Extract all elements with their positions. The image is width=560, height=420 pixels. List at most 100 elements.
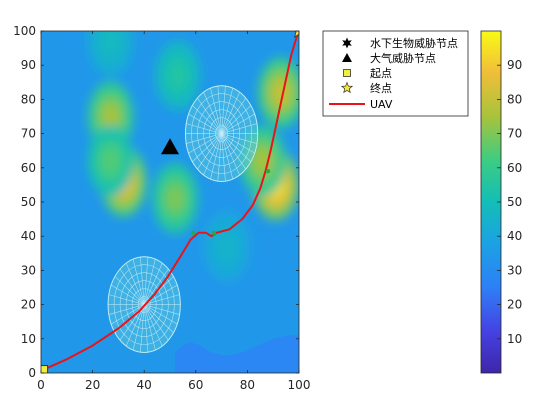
y-tick-label: 90 <box>21 58 36 72</box>
legend-item-0: 水下生物威胁节点 <box>342 36 458 50</box>
x-tick-label: 80 <box>240 378 255 392</box>
y-tick-label: 30 <box>21 263 36 277</box>
y-tick-label: 0 <box>28 366 36 380</box>
threat-zone-spoke <box>143 263 163 305</box>
threat-zone-spoke <box>221 133 226 182</box>
threat-zone-spoke <box>143 304 149 353</box>
heat-peak-3-layer-3 <box>167 187 183 210</box>
legend-underwater-symbol <box>342 37 352 49</box>
threat-zone-spoke <box>221 133 255 154</box>
threat-zone-spoke <box>221 133 234 180</box>
threat-zone-spoke <box>203 92 222 134</box>
threat-zone-spoke <box>192 133 222 162</box>
legend-item-2: 起点 <box>343 67 392 80</box>
colorbar-tick-label: 80 <box>507 92 522 106</box>
uav-waypoint-0 <box>191 230 196 235</box>
heat-peak-4-layer-3 <box>170 64 185 87</box>
legend-label: 大气威胁节点 <box>370 51 436 65</box>
legend-label: 终点 <box>370 81 392 95</box>
threat-zone-spoke <box>186 133 222 144</box>
threat-zone-spoke <box>221 105 252 134</box>
threat-zone-spoke <box>221 92 240 134</box>
threat-zone-spoke <box>143 304 163 347</box>
threat-zone-spoke <box>143 304 174 333</box>
x-tick-label: 60 <box>188 378 203 392</box>
low-threat-region <box>175 335 299 373</box>
threat-zone-spoke <box>125 304 145 347</box>
end-marker <box>293 31 299 39</box>
x-tick-label: 0 <box>37 378 45 392</box>
threat-zone-spoke <box>221 113 255 134</box>
colorbar-tick-labels: 10 20 30 40 50 60 70 80 90 <box>497 58 522 346</box>
legend-label: UAV <box>370 98 393 111</box>
threat-zone-spoke <box>217 133 222 182</box>
air-threat-marker-0 <box>161 138 179 155</box>
y-tick-label: 50 <box>21 195 36 209</box>
y-tick-label: 70 <box>21 127 36 141</box>
y-tick-label: 60 <box>21 161 36 175</box>
x-tick-label: 100 <box>288 378 311 392</box>
heat-peak-2-layer-3 <box>103 149 118 172</box>
colorbar-tick-label: 90 <box>507 58 522 72</box>
threat-zone-spoke <box>114 276 145 305</box>
threat-zone-spoke <box>210 133 222 180</box>
heat-peak-0-layer-3 <box>103 105 118 128</box>
y-tick-label: 40 <box>21 229 36 243</box>
y-tick-labels: 0 10 20 30 40 50 60 70 80 90 100 <box>13 24 36 380</box>
colorbar-tick-label: 50 <box>507 195 522 209</box>
threat-zone-spoke <box>221 97 247 134</box>
threat-zone-spoke <box>210 87 222 134</box>
colorbar: 10 20 30 40 50 60 70 80 90 <box>480 30 522 374</box>
x-tick-labels: 0 20 40 60 80 100 <box>37 378 310 392</box>
colorbar-tick-label: 40 <box>507 229 522 243</box>
colorbar-tick-label: 70 <box>507 127 522 141</box>
threat-zone-spoke <box>132 304 145 351</box>
threat-zone-spoke <box>143 256 149 305</box>
low-region-shape <box>175 335 299 373</box>
threat-zone-spoke <box>203 133 222 176</box>
threat-zone-spoke <box>221 133 258 144</box>
threat-zone-spoke <box>221 133 240 176</box>
threat-zone-spoke <box>221 133 247 170</box>
legend-start-symbol <box>343 69 351 77</box>
threat-zone-spoke <box>221 123 258 134</box>
uav-waypoint-1 <box>211 230 217 235</box>
start-marker <box>41 365 49 373</box>
threat-zone-spoke <box>188 133 222 154</box>
legend-label: 起点 <box>370 67 392 80</box>
x-tick-label: 20 <box>85 378 100 392</box>
y-tick-label: 100 <box>13 24 36 38</box>
legend-end-symbol <box>340 81 354 94</box>
colorbar-tick-label: 30 <box>507 263 522 277</box>
plot-area <box>41 31 299 373</box>
threat-zone-spoke <box>125 263 145 305</box>
colorbar-tick-label: 60 <box>507 161 522 175</box>
uav-path-layer <box>43 31 299 371</box>
threat-zone-spoke <box>144 304 178 325</box>
threat-zone-spoke <box>140 304 145 353</box>
threat-zone-spoke <box>144 294 180 305</box>
threat-zone-spoke <box>143 304 156 351</box>
threat-zone-spoke <box>188 113 222 134</box>
threat-zone-spoke <box>111 284 145 305</box>
colorbar-tick-label: 10 <box>507 332 522 346</box>
uav-path <box>43 31 299 371</box>
y-tick-label: 10 <box>21 332 36 346</box>
threat-zone-spoke <box>143 304 169 341</box>
threat-zone-spoke <box>221 85 226 134</box>
threat-zone-0 <box>184 85 259 182</box>
colorbar-tick-label: 20 <box>507 298 522 312</box>
heat-peak-9-layer-3 <box>219 235 234 258</box>
threat-zone-spoke <box>144 284 178 305</box>
legend-item-4: UAV <box>329 98 393 111</box>
uav-waypoint-2 <box>265 169 271 174</box>
threat-zone-spoke <box>217 85 222 134</box>
threat-zone-spoke <box>186 123 222 134</box>
legend-item-3: 终点 <box>340 81 392 95</box>
threat-zone-spoke <box>144 304 180 315</box>
threat-zone-spoke <box>221 87 234 134</box>
legend-air-symbol <box>342 53 352 62</box>
threat-zone-spoke <box>108 304 145 315</box>
